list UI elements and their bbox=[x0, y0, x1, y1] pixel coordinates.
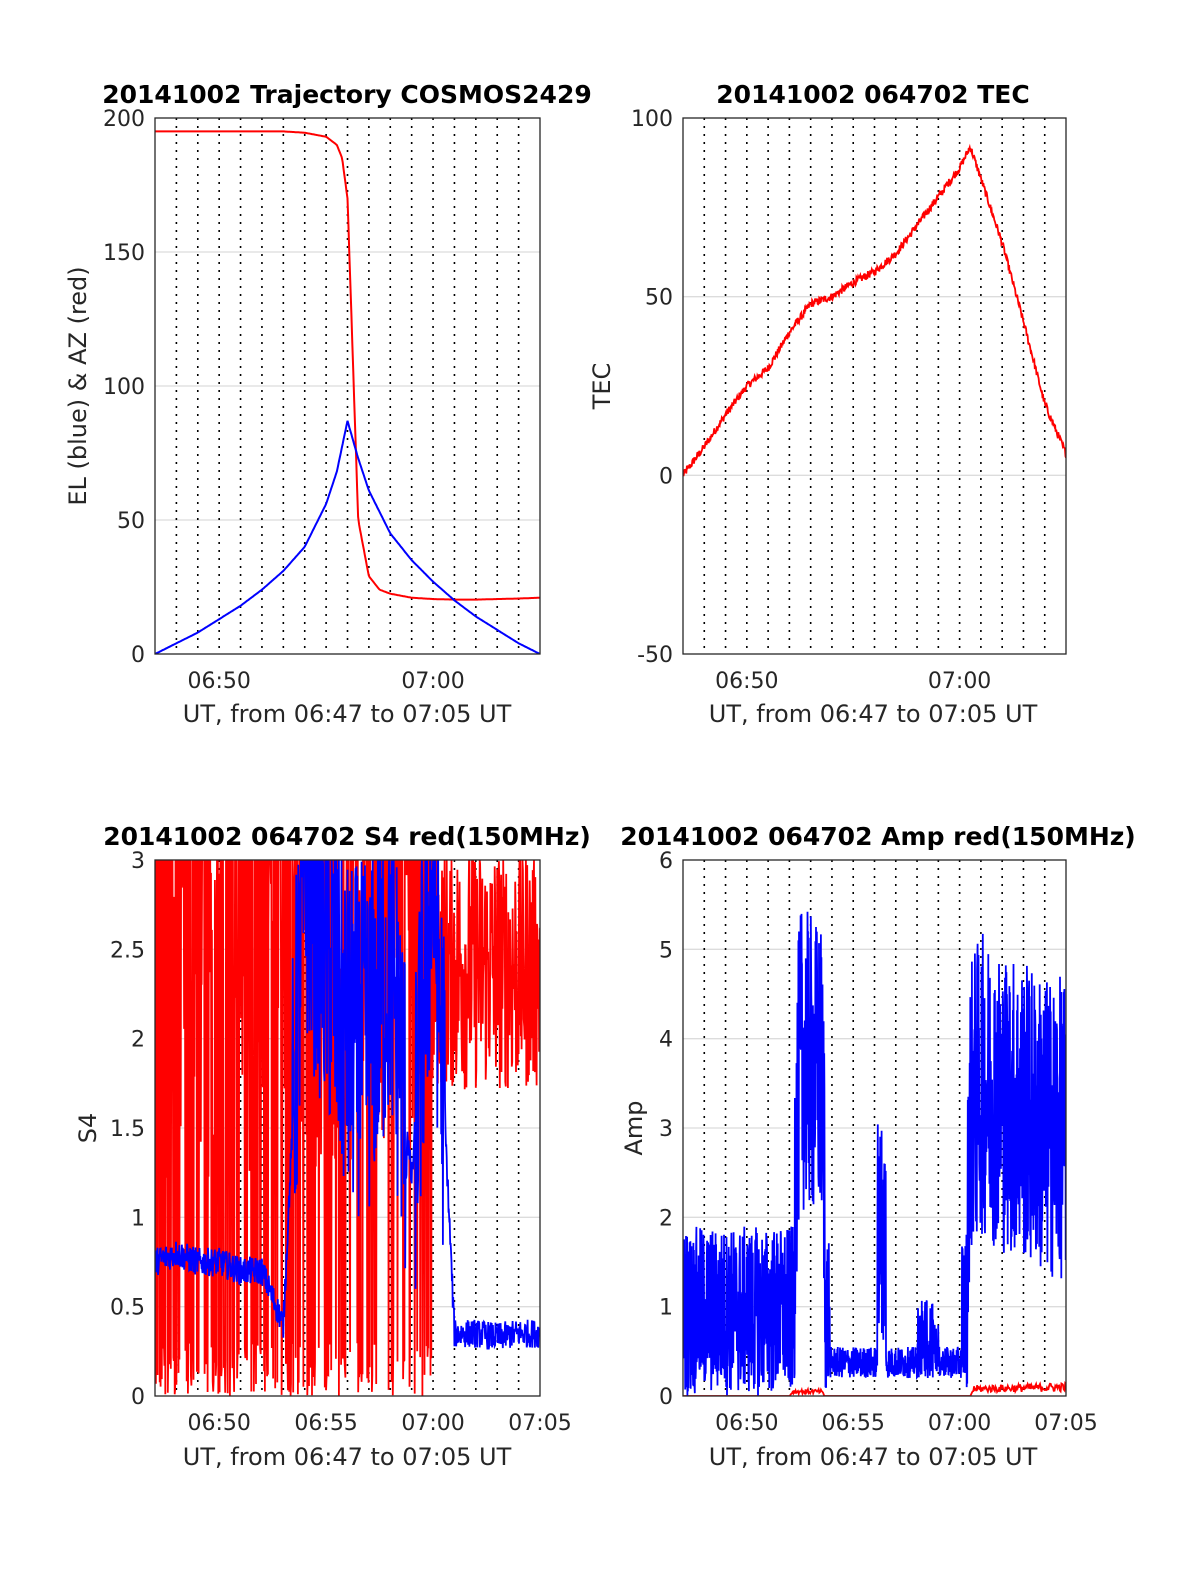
s4-xlabel: UT, from 06:47 to 07:05 UT bbox=[183, 1443, 512, 1471]
ytick-label: -50 bbox=[637, 643, 673, 668]
xtick-label: 07:05 bbox=[508, 1411, 571, 1436]
xtick-label: 06:50 bbox=[187, 1411, 250, 1436]
s4-ylabel: S4 bbox=[74, 1113, 102, 1144]
amp-title: 20141002 064702 Amp red(150MHz) bbox=[620, 822, 1136, 851]
amp-panel: 20141002 064702 Amp red(150MHz) UT, from… bbox=[620, 822, 1136, 1471]
trajectory-series-blue-line bbox=[155, 420, 540, 654]
amp-series-red-line bbox=[683, 1380, 1066, 1396]
ytick-label: 0 bbox=[659, 464, 673, 489]
amp-xlabel: UT, from 06:47 to 07:05 UT bbox=[709, 1443, 1038, 1471]
trajectory-xlabel: UT, from 06:47 to 07:05 UT bbox=[183, 700, 512, 728]
xtick-label: 06:55 bbox=[294, 1411, 357, 1436]
s4-panel: 20141002 064702 S4 red(150MHz) UT, from … bbox=[74, 822, 591, 1471]
xtick-label: 07:00 bbox=[928, 669, 991, 694]
xtick-label: 07:05 bbox=[1034, 1411, 1097, 1436]
amp-series-blue-line bbox=[683, 911, 1066, 1396]
ytick-label: 4 bbox=[659, 1028, 673, 1053]
ytick-label: 2 bbox=[659, 1206, 673, 1231]
ytick-label: 150 bbox=[103, 241, 145, 266]
tec-xlabel: UT, from 06:47 to 07:05 UT bbox=[709, 700, 1038, 728]
xtick-label: 07:00 bbox=[401, 669, 464, 694]
ytick-label: 2.5 bbox=[110, 938, 145, 963]
s4-axes-box bbox=[154, 859, 541, 1397]
ytick-label: 2 bbox=[131, 1028, 145, 1053]
trajectory-panel: 20141002 Trajectory COSMOS2429 UT, from … bbox=[64, 80, 592, 728]
ytick-label: 5 bbox=[659, 938, 673, 963]
ytick-label: 1 bbox=[659, 1296, 673, 1321]
s4-title: 20141002 064702 S4 red(150MHz) bbox=[103, 822, 591, 851]
trajectory-axes-box bbox=[154, 117, 541, 655]
ytick-label: 200 bbox=[103, 107, 145, 132]
ytick-label: 3 bbox=[659, 1117, 673, 1142]
xtick-label: 06:50 bbox=[187, 669, 250, 694]
ytick-label: 0 bbox=[131, 643, 145, 668]
xtick-label: 06:50 bbox=[715, 1411, 778, 1436]
ytick-label: 1 bbox=[131, 1206, 145, 1231]
ytick-label: 50 bbox=[117, 509, 145, 534]
trajectory-series-red-line bbox=[155, 130, 540, 601]
ytick-label: 0 bbox=[131, 1385, 145, 1410]
tec-panel: 20141002 064702 TEC UT, from 06:47 to 07… bbox=[588, 80, 1067, 728]
amp-ylabel: Amp bbox=[620, 1100, 648, 1155]
xtick-label: 06:50 bbox=[715, 669, 778, 694]
tec-axes-box bbox=[682, 117, 1067, 655]
xtick-label: 07:00 bbox=[928, 1411, 991, 1436]
ytick-label: 100 bbox=[103, 375, 145, 400]
ytick-label: 0 bbox=[659, 1385, 673, 1410]
ytick-label: 100 bbox=[631, 107, 673, 132]
tec-ylabel: TEC bbox=[588, 363, 616, 411]
ytick-label: 0.5 bbox=[110, 1296, 145, 1321]
amp-axes-box bbox=[682, 859, 1067, 1397]
xtick-label: 06:55 bbox=[822, 1411, 885, 1436]
trajectory-title: 20141002 Trajectory COSMOS2429 bbox=[102, 80, 592, 109]
ytick-label: 1.5 bbox=[110, 1117, 145, 1142]
ytick-label: 6 bbox=[659, 849, 673, 874]
tec-series-red-line bbox=[683, 143, 1066, 477]
ytick-label: 50 bbox=[645, 286, 673, 311]
s4-series-blue-line bbox=[155, 860, 540, 1350]
trajectory-ylabel: EL (blue) & AZ (red) bbox=[64, 266, 92, 505]
ytick-label: 3 bbox=[131, 849, 145, 874]
xtick-label: 07:00 bbox=[401, 1411, 464, 1436]
tec-title: 20141002 064702 TEC bbox=[716, 80, 1029, 109]
